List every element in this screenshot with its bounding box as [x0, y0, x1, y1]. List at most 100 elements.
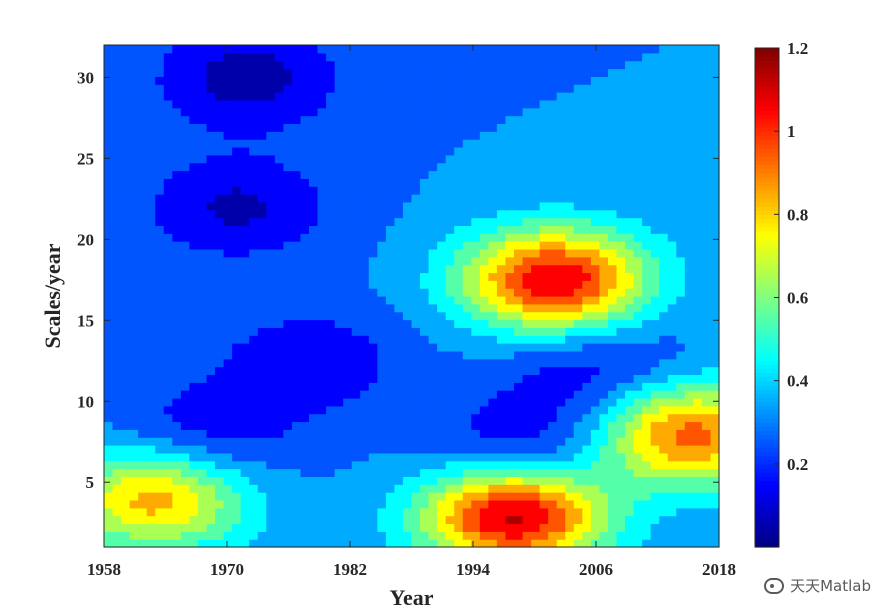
contour-cell [197, 382, 208, 391]
contour-cell [249, 194, 259, 203]
contour-cell [206, 225, 216, 234]
contour-cell [710, 445, 720, 454]
contour-cell [163, 107, 173, 117]
contour-cell [590, 194, 601, 203]
contour-cell [197, 68, 208, 77]
contour-cell [266, 131, 276, 140]
contour-cell [215, 84, 225, 93]
contour-cell [326, 45, 336, 54]
contour-cell [121, 366, 131, 376]
contour-cell [266, 115, 276, 125]
contour-cell [454, 507, 464, 517]
contour-cell [710, 45, 720, 54]
contour-cell [454, 296, 464, 305]
contour-cell [223, 296, 233, 305]
contour-cell [582, 405, 592, 415]
contour-cell [445, 76, 455, 85]
contour-cell [676, 248, 686, 258]
contour-cell [531, 468, 541, 477]
contour-cell [428, 186, 438, 195]
contour-cell [300, 209, 310, 219]
contour-cell [317, 319, 327, 328]
contour-cell [180, 209, 191, 219]
contour-cell [428, 413, 438, 423]
contour-cell [676, 452, 686, 462]
contour-cell [249, 311, 259, 321]
contour-cell [659, 68, 669, 77]
contour-cell [104, 484, 114, 493]
contour-cell [351, 264, 361, 274]
contour-cell [488, 468, 498, 477]
contour-cell [454, 515, 464, 525]
contour-cell [479, 382, 489, 391]
contour-cell [548, 507, 558, 517]
contour-cell [531, 539, 541, 548]
contour-cell [163, 539, 173, 548]
contour-cell [155, 107, 165, 117]
contour-cell [377, 358, 387, 368]
contour-cell [445, 303, 455, 313]
contour-cell [129, 162, 139, 172]
contour-cell [462, 390, 472, 399]
contour-cell [368, 139, 378, 148]
contour-cell [274, 248, 284, 258]
contour-cell [573, 382, 583, 391]
contour-cell [531, 382, 541, 391]
contour-cell [454, 437, 464, 446]
contour-cell [309, 311, 319, 321]
contour-cell [155, 248, 165, 258]
contour-cell [317, 280, 327, 289]
contour-cell [650, 374, 660, 383]
contour-cell [232, 225, 242, 234]
contour-cell [454, 531, 464, 540]
contour-cell [232, 445, 242, 454]
contour-cell [693, 523, 703, 532]
contour-cell [104, 194, 114, 203]
contour-cell [197, 288, 208, 297]
contour-cell [197, 256, 208, 266]
contour-cell [283, 84, 293, 93]
contour-cell [155, 492, 165, 501]
contour-cell [676, 429, 686, 438]
contour-cell [428, 272, 438, 281]
contour-cell [121, 343, 131, 352]
contour-cell [693, 170, 703, 179]
contour-cell [701, 123, 712, 132]
contour-cell [462, 131, 472, 140]
contour-cell [172, 374, 182, 383]
contour-cell [232, 507, 242, 517]
contour-cell [257, 523, 267, 532]
contour-cell [556, 335, 566, 344]
contour-cell [368, 233, 378, 242]
contour-cell [155, 194, 165, 203]
contour-cell [462, 162, 472, 172]
contour-cell [291, 99, 302, 109]
contour-cell [368, 68, 378, 77]
contour-cell [309, 107, 319, 117]
contour-cell [317, 382, 327, 391]
contour-cell [343, 186, 353, 195]
contour-cell [146, 162, 156, 172]
contour-cell [291, 421, 302, 430]
contour-cell [249, 76, 259, 85]
contour-cell [659, 390, 669, 399]
contour-cell [616, 115, 626, 125]
contour-cell [625, 170, 635, 179]
contour-cell [710, 311, 720, 321]
contour-cell [402, 468, 413, 477]
contour-cell [206, 296, 216, 305]
contour-cell [522, 241, 532, 250]
contour-cell [590, 248, 601, 258]
contour-cell [693, 484, 703, 493]
contour-cell [539, 476, 549, 485]
contour-cell [121, 170, 131, 179]
contour-cell [471, 272, 481, 281]
contour-cell [710, 170, 720, 179]
contour-cell [283, 539, 293, 548]
contour-cell [573, 296, 583, 305]
contour-cell [402, 382, 413, 391]
contour-cell [650, 76, 660, 85]
contour-cell [428, 507, 438, 517]
contour-cell [650, 397, 660, 407]
contour-cell [300, 217, 310, 226]
